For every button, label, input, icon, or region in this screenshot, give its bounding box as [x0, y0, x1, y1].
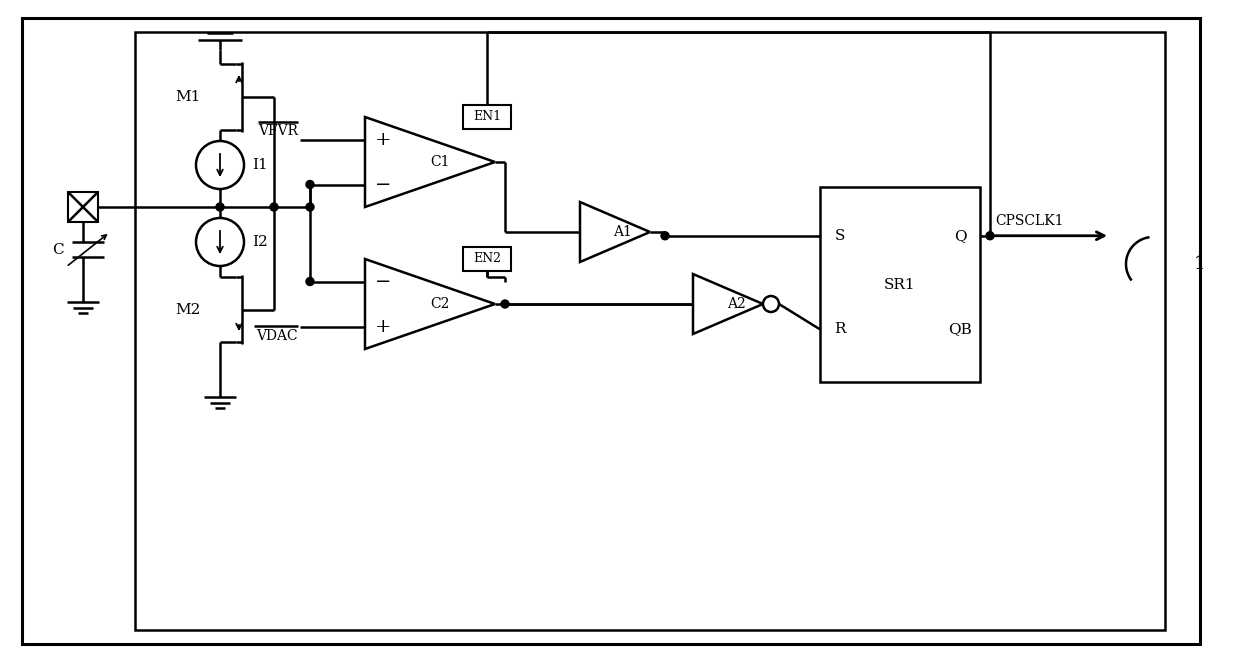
- Text: 1: 1: [1194, 255, 1206, 273]
- Bar: [463, 247, 510, 271]
- Text: VDAC: VDAC: [256, 328, 299, 342]
- Circle shape: [216, 203, 224, 211]
- Text: M1: M1: [175, 90, 201, 104]
- Bar: [68, 192, 98, 222]
- Text: CPSCLK1: CPSCLK1: [995, 214, 1063, 228]
- Text: C: C: [52, 242, 64, 256]
- Circle shape: [986, 232, 994, 240]
- Polygon shape: [580, 202, 650, 262]
- Circle shape: [306, 277, 313, 285]
- Text: EN2: EN2: [473, 252, 501, 265]
- Text: S: S: [835, 229, 845, 243]
- Text: C2: C2: [430, 297, 450, 311]
- Text: M2: M2: [175, 303, 201, 317]
- Bar: [463, 105, 510, 129]
- Polygon shape: [366, 259, 496, 349]
- Text: −: −: [375, 273, 392, 291]
- Text: +: +: [374, 318, 392, 336]
- Circle shape: [196, 141, 244, 189]
- Circle shape: [501, 300, 509, 308]
- Text: +: +: [374, 130, 392, 148]
- Text: EN1: EN1: [473, 109, 501, 122]
- Circle shape: [270, 203, 278, 211]
- Text: VFVR: VFVR: [258, 124, 299, 138]
- Polygon shape: [693, 274, 763, 334]
- Text: A2: A2: [726, 297, 746, 311]
- Circle shape: [306, 181, 313, 189]
- Circle shape: [196, 218, 244, 266]
- Bar: [135, 32, 1165, 630]
- Circle shape: [306, 203, 313, 211]
- Circle shape: [660, 232, 669, 240]
- Text: I1: I1: [252, 158, 268, 172]
- Bar: [820, 187, 980, 382]
- Circle shape: [763, 296, 779, 312]
- Text: I2: I2: [252, 235, 268, 249]
- Text: Q: Q: [954, 229, 966, 243]
- Text: −: −: [375, 175, 392, 193]
- Polygon shape: [366, 117, 496, 207]
- Text: QB: QB: [948, 322, 971, 336]
- Text: C1: C1: [430, 155, 450, 169]
- Text: SR1: SR1: [885, 277, 916, 291]
- Text: R: R: [834, 322, 846, 336]
- Text: A1: A1: [613, 225, 632, 239]
